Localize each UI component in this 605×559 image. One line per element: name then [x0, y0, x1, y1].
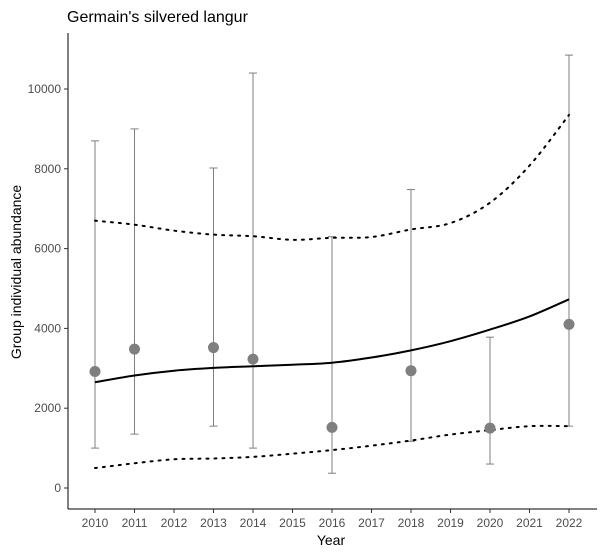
error-bar	[328, 236, 336, 474]
x-tick-label: 2018	[398, 516, 425, 530]
y-tick-label: 10000	[28, 82, 62, 96]
x-tick-label: 2014	[240, 516, 267, 530]
y-tick-label: 0	[54, 481, 61, 495]
chart-title: Germain's silvered langur	[67, 9, 249, 26]
data-point	[484, 422, 496, 434]
data-point	[89, 365, 101, 377]
x-tick-label: 2010	[82, 516, 109, 530]
x-tick-label: 2017	[358, 516, 385, 530]
data-point	[208, 342, 219, 354]
y-axis-label: Group individual abundance	[8, 185, 24, 360]
x-tick-label: 2016	[319, 516, 346, 530]
trend-line	[94, 298, 570, 384]
error-bar	[130, 128, 139, 435]
data-point	[326, 421, 338, 433]
error-bar	[249, 72, 257, 449]
data-point	[405, 365, 417, 377]
upper-bound-line	[94, 113, 570, 241]
data-point	[563, 318, 575, 330]
x-tick-label: 2013	[200, 516, 227, 530]
error-bar	[565, 54, 573, 427]
x-tick-label: 2020	[477, 516, 504, 530]
y-tick-label: 6000	[34, 242, 61, 256]
error-bar	[91, 140, 99, 449]
y-tick-label: 4000	[34, 321, 61, 335]
error-bar	[407, 189, 415, 442]
x-tick-label: 2011	[122, 516, 148, 530]
x-tick-label: 2021	[516, 516, 543, 530]
y-tick-label: 8000	[34, 162, 61, 176]
axes: 0 2000 4000 6000 8000 10000 2010 2011 2012 2013 20…	[28, 33, 597, 530]
data-point	[247, 353, 259, 365]
x-tick-label: 2022	[556, 516, 583, 530]
data-point	[129, 343, 140, 355]
error-bar	[209, 167, 218, 427]
x-tick-label: 2019	[437, 516, 464, 530]
x-axis-label: Year	[317, 532, 346, 548]
x-tick-label: 2015	[279, 516, 306, 530]
y-tick-label: 2000	[34, 401, 61, 415]
lower-bound-line	[94, 424, 570, 470]
plot-area	[89, 54, 575, 474]
error-bar	[486, 336, 494, 465]
x-tick-label: 2012	[161, 516, 188, 530]
